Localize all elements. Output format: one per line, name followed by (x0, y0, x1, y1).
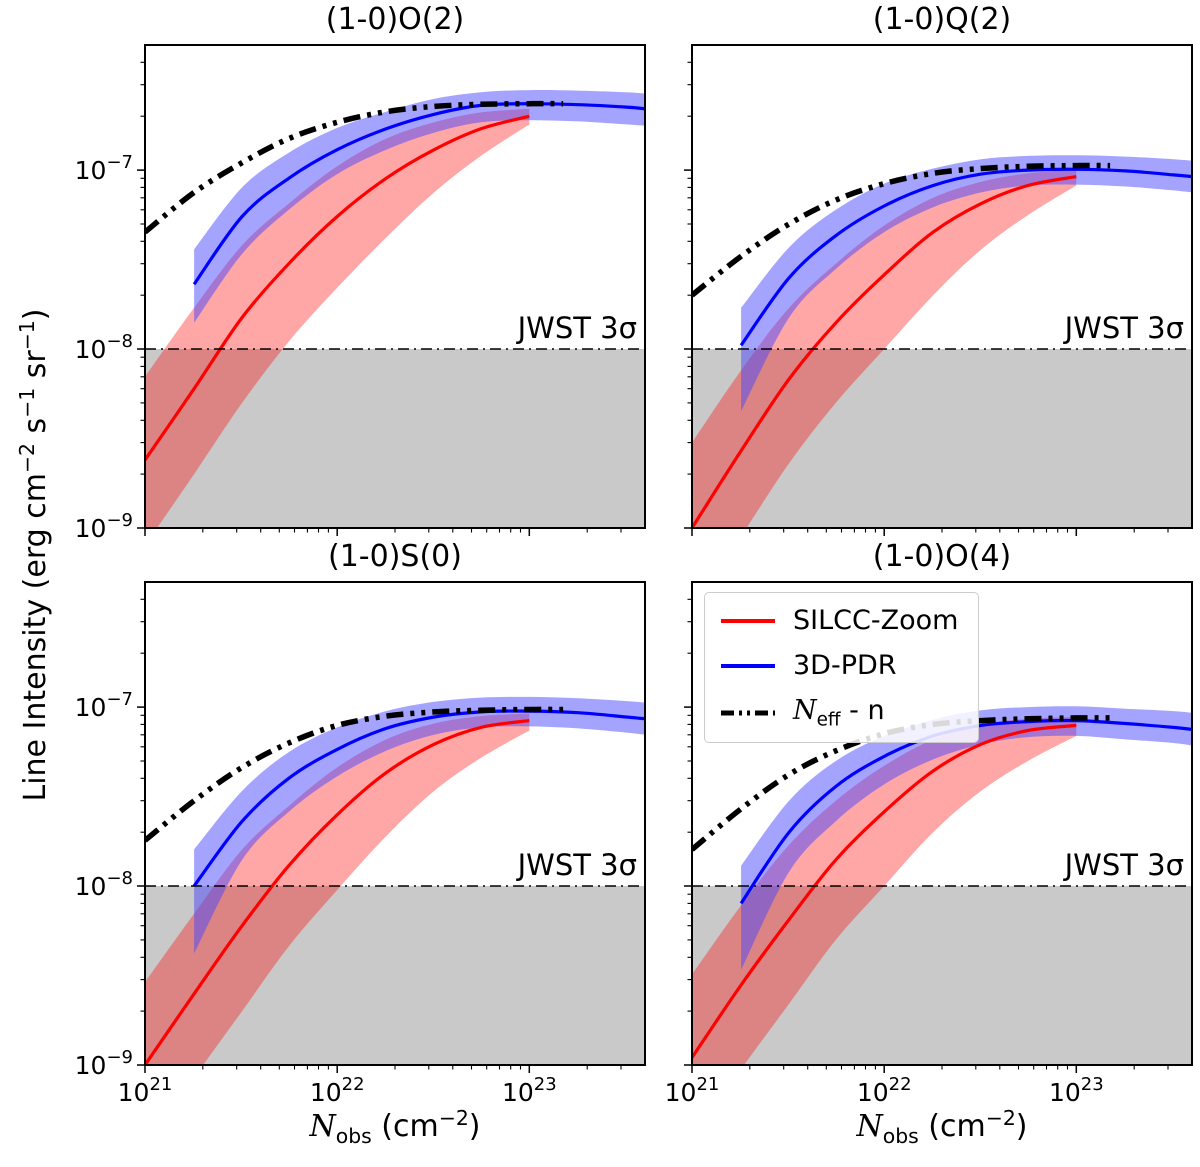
pdr-band (194, 696, 645, 954)
x-axis-label-left: Nobs (cm−2) (145, 1106, 645, 1148)
panel-title-1-0-Q2: (1-0)Q(2) (872, 2, 1012, 37)
silcc-zoom-band (145, 713, 530, 1065)
y-axis-label-text: sr (18, 350, 53, 388)
y-axis-label-text: ) (18, 308, 53, 321)
tick-label: 1022 (857, 1074, 912, 1107)
y-axis-label-text: s (18, 417, 53, 444)
neff-model-line (145, 706, 564, 843)
panel-title-1-0-S0: (1-0)S(0) (328, 539, 462, 574)
pdr-band (741, 155, 1192, 412)
x-axis-unit: ) (468, 1109, 481, 1144)
y-axis-label-text: Line Intensity (erg cm (18, 473, 53, 802)
y-axis-label-sup: −2 (15, 443, 39, 474)
below-detection-region (145, 886, 645, 1065)
tick-label: 1022 (310, 1074, 365, 1107)
pdr-line (192, 102, 645, 286)
silcc-zoom-line (692, 175, 1077, 528)
legend-label-pdr: 3D-PDR (793, 650, 897, 681)
panel-title-1-0-O2: (1-0)O(2) (325, 2, 465, 37)
silcc-zoom-line (692, 723, 1077, 1059)
x-axis-sub: obs (882, 1124, 919, 1148)
legend-neff-sub: eff (816, 709, 841, 731)
silcc-zoom-line (145, 719, 530, 1065)
x-axis-unit: ) (1015, 1109, 1028, 1144)
silcc-zoom-line (145, 114, 530, 461)
legend-item-silcc-zoom: SILCC-Zoom (719, 605, 958, 636)
plot-panel-1-0-Q2: JWST 3σ (684, 44, 1193, 536)
jwst-threshold-label: JWST 3σ (517, 848, 637, 883)
tick-label: 10−9 (75, 510, 133, 543)
legend-item-neff-n: Neff - n (719, 695, 958, 730)
plot-area-1-0-O2: 10−9 10−8 10−7 (75, 44, 646, 543)
tick-label: 10−8 (75, 868, 133, 901)
tick-label: 10−9 (75, 1047, 133, 1080)
tick-label: 1023 (1049, 1074, 1104, 1107)
y-axis-label: Line Intensity (erg cm−2 s−1 sr−1) (15, 308, 53, 801)
tick-label: 10−7 (75, 152, 133, 185)
y-axis-label-sup: −1 (15, 320, 39, 351)
below-detection-region (692, 886, 1192, 1065)
legend-line-model-icon (721, 710, 775, 716)
silcc-zoom-band (145, 108, 530, 528)
x-axis-symbol: N (856, 1109, 883, 1144)
x-axis-unit: (cm (371, 1109, 439, 1144)
legend-neff-rest: - n (840, 695, 885, 726)
x-axis-label-right: Nobs (cm−2) (692, 1106, 1192, 1148)
plot-area-1-0-S0: 1021 1022 1023 10−9 10−8 10−7 (75, 581, 646, 1107)
x-axis-unit-sup: −2 (438, 1106, 469, 1130)
tick-label: 1021 (118, 1074, 173, 1107)
legend-label-silcc: SILCC-Zoom (793, 605, 959, 636)
neff-model-line (145, 100, 564, 235)
plot-panel-1-0-O4: 1021 1022 1023 JWST 3σ (665, 581, 1193, 1107)
legend-item-3d-pdr: 3D-PDR (719, 650, 958, 681)
below-detection-region (145, 349, 645, 528)
pdr-band (194, 89, 645, 323)
tick-label: 10−7 (75, 689, 133, 722)
below-detection-region (692, 349, 1192, 528)
neff-model-line (692, 162, 1111, 298)
plot-area-1-0-O4: 1021 1022 1023 (665, 581, 1193, 1107)
plot-panel-1-0-S0: 1021 1022 1023 10−9 10−8 10−7 JWST 3σ (75, 581, 646, 1107)
y-axis-label-sup: −1 (15, 387, 39, 418)
tick-label: 1023 (502, 1074, 557, 1107)
panel-title-1-0-O4: (1-0)O(4) (872, 539, 1012, 574)
x-axis-symbol: N (309, 1109, 336, 1144)
jwst-threshold-label: JWST 3σ (517, 311, 637, 346)
legend-neff-symbol: N (793, 695, 817, 726)
plot-area-1-0-Q2 (684, 44, 1193, 536)
tick-label: 10−8 (75, 331, 133, 364)
x-axis-sub: obs (335, 1124, 372, 1148)
neff-model-line (692, 715, 1111, 852)
silcc-zoom-band (692, 717, 1077, 1065)
jwst-threshold-label: JWST 3σ (1064, 311, 1184, 346)
legend: SILCC-Zoom 3D-PDR Neff - n (704, 592, 980, 744)
pdr-line (739, 167, 1192, 347)
jwst-threshold-label: JWST 3σ (1064, 848, 1184, 883)
legend-label-neff: Neff - n (793, 695, 885, 730)
legend-line-silcc-icon (721, 618, 775, 623)
tick-label: 1021 (665, 1074, 720, 1107)
x-axis-unit: (cm (918, 1109, 986, 1144)
x-axis-unit-sup: −2 (985, 1106, 1016, 1130)
legend-line-pdr-icon (721, 663, 775, 668)
pdr-line (192, 709, 645, 887)
plot-panel-1-0-O2: 10−9 10−8 10−7 JWST 3σ (75, 44, 646, 543)
